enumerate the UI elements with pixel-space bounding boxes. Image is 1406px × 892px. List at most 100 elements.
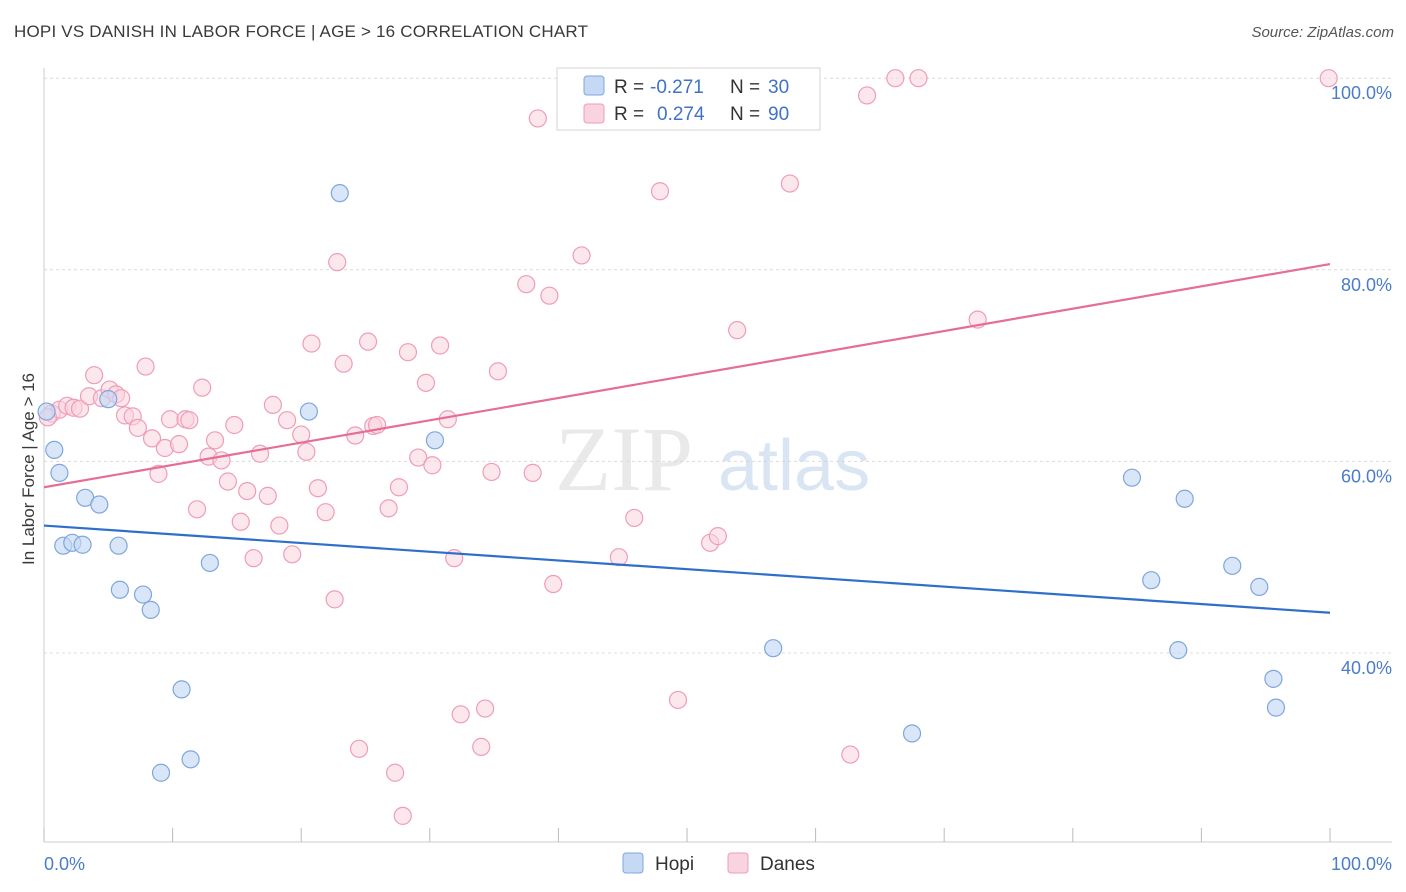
hopi-point-21 xyxy=(902,724,922,743)
legend-hopi-n-value: 30 xyxy=(768,77,789,98)
chart-title: HOPI VS DANISH IN LABOR FORCE | AGE > 16… xyxy=(14,22,589,41)
danes-point-33 xyxy=(258,486,277,505)
hopi-point-14 xyxy=(172,680,191,699)
danes-point-78 xyxy=(708,527,727,546)
danes-point-39 xyxy=(297,442,316,461)
danes-point-82 xyxy=(857,86,877,105)
hopi-point-2 xyxy=(50,463,69,482)
hopi-point-20 xyxy=(764,639,783,658)
hopi-trend-line xyxy=(43,524,1331,614)
hopi-point-22 xyxy=(1122,468,1142,487)
hopi-point-15 xyxy=(181,750,200,769)
danes-point-4 xyxy=(70,399,90,418)
legend-box: R = -0.271 N = 30 R = 0.274 N = 90 xyxy=(556,67,821,131)
danes-point-34 xyxy=(263,395,283,414)
danes-point-30 xyxy=(238,481,257,501)
legend-danes-n-value: 90 xyxy=(768,104,789,125)
hopi-point-18 xyxy=(330,184,349,203)
y-tick-label-40: 40.0% xyxy=(1341,658,1392,678)
bottom-legend-danes-swatch xyxy=(727,852,749,874)
watermark-zip: ZIP xyxy=(555,408,693,510)
tick-labels: 40.0% 60.0% 80.0% 100.0% 0.0% 100.0% xyxy=(44,83,1392,874)
danes-point-48 xyxy=(358,332,378,351)
axes xyxy=(43,68,1392,843)
danes-point-80 xyxy=(780,174,799,193)
danes-point-79 xyxy=(728,321,747,340)
danes-point-18 xyxy=(160,410,180,429)
danes-point-59 xyxy=(430,336,450,355)
hopi-point-12 xyxy=(141,600,160,619)
danes-point-42 xyxy=(316,503,335,522)
danes-point-36 xyxy=(277,411,297,430)
danes-point-53 xyxy=(389,478,409,497)
danes-point-76 xyxy=(668,690,688,710)
danes-point-66 xyxy=(488,362,508,381)
danes-point-16 xyxy=(149,464,168,483)
danes-point-25 xyxy=(205,431,225,450)
danes-point-62 xyxy=(451,705,470,724)
danes-point-73 xyxy=(609,548,628,567)
hopi-point-8 xyxy=(99,390,118,409)
hopi-point-5 xyxy=(73,535,92,554)
danes-point-44 xyxy=(328,253,347,272)
danes-point-67 xyxy=(517,275,536,294)
y-tick-label-100: 100.0% xyxy=(1331,83,1392,103)
hopi-point-10 xyxy=(110,580,129,599)
hopi-point-27 xyxy=(1250,577,1269,596)
hopi-point-1 xyxy=(45,440,64,460)
danes-point-81 xyxy=(841,745,860,764)
danes-point-43 xyxy=(325,590,344,609)
danes-point-45 xyxy=(334,354,353,373)
danes-point-86 xyxy=(1319,69,1338,88)
danes-point-70 xyxy=(540,286,559,305)
danes-point-63 xyxy=(472,737,491,756)
hopi-point-19 xyxy=(425,431,445,450)
danes-point-29 xyxy=(231,512,250,531)
danes-point-69 xyxy=(528,109,547,128)
watermark: ZIP atlas xyxy=(555,408,870,510)
danes-point-75 xyxy=(650,182,670,201)
y-tick-label-60: 60.0% xyxy=(1341,466,1392,486)
hopi-point-25 xyxy=(1175,489,1194,508)
danes-points xyxy=(38,69,1338,825)
watermark-atlas: atlas xyxy=(718,426,870,506)
danes-point-31 xyxy=(244,549,263,568)
bottom-legend-hopi-label: Hopi xyxy=(655,854,694,875)
danes-point-47 xyxy=(349,739,369,758)
bottom-legend: Hopi Danes xyxy=(622,852,815,875)
hopi-point-17 xyxy=(299,402,319,421)
danes-point-37 xyxy=(283,545,302,564)
danes-point-14 xyxy=(136,357,155,376)
legend-danes-r-value: 0.274 xyxy=(657,104,705,125)
hopi-point-9 xyxy=(109,536,128,555)
danes-point-28 xyxy=(225,415,244,435)
gridlines xyxy=(44,77,1392,654)
danes-point-15 xyxy=(142,429,162,448)
danes-point-27 xyxy=(218,472,237,491)
legend-danes-n-label: N = xyxy=(730,104,760,125)
danes-point-23 xyxy=(193,378,212,397)
danes-point-52 xyxy=(385,763,405,782)
hopi-point-13 xyxy=(151,763,171,782)
legend-hopi-r-value: -0.271 xyxy=(650,77,704,98)
danes-point-54 xyxy=(393,806,412,825)
hopi-point-26 xyxy=(1223,556,1242,575)
legend-hopi-r-label: R = xyxy=(614,77,644,98)
danes-point-72 xyxy=(572,246,591,265)
hopi-point-24 xyxy=(1169,641,1188,660)
bottom-legend-hopi-swatch xyxy=(622,852,644,874)
x-tick-label-max: 100.0% xyxy=(1331,854,1392,874)
danes-point-46 xyxy=(346,426,365,445)
source-credit: Source: ZipAtlas.com xyxy=(1251,24,1394,41)
hopi-point-7 xyxy=(90,495,109,514)
legend-hopi-n-label: N = xyxy=(730,77,760,98)
hopi-points xyxy=(37,184,1286,782)
danes-point-83 xyxy=(886,69,905,88)
y-axis-label: In Labor Force | Age > 16 xyxy=(19,373,38,565)
danes-point-71 xyxy=(544,574,563,594)
danes-point-6 xyxy=(85,366,104,385)
hopi-point-11 xyxy=(133,585,153,604)
danes-point-58 xyxy=(423,456,442,475)
bottom-legend-danes-label: Danes xyxy=(760,854,815,875)
